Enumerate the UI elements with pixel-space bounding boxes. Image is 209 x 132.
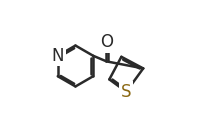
Text: N: N <box>51 47 64 65</box>
Text: O: O <box>100 33 113 51</box>
Text: S: S <box>121 83 131 101</box>
